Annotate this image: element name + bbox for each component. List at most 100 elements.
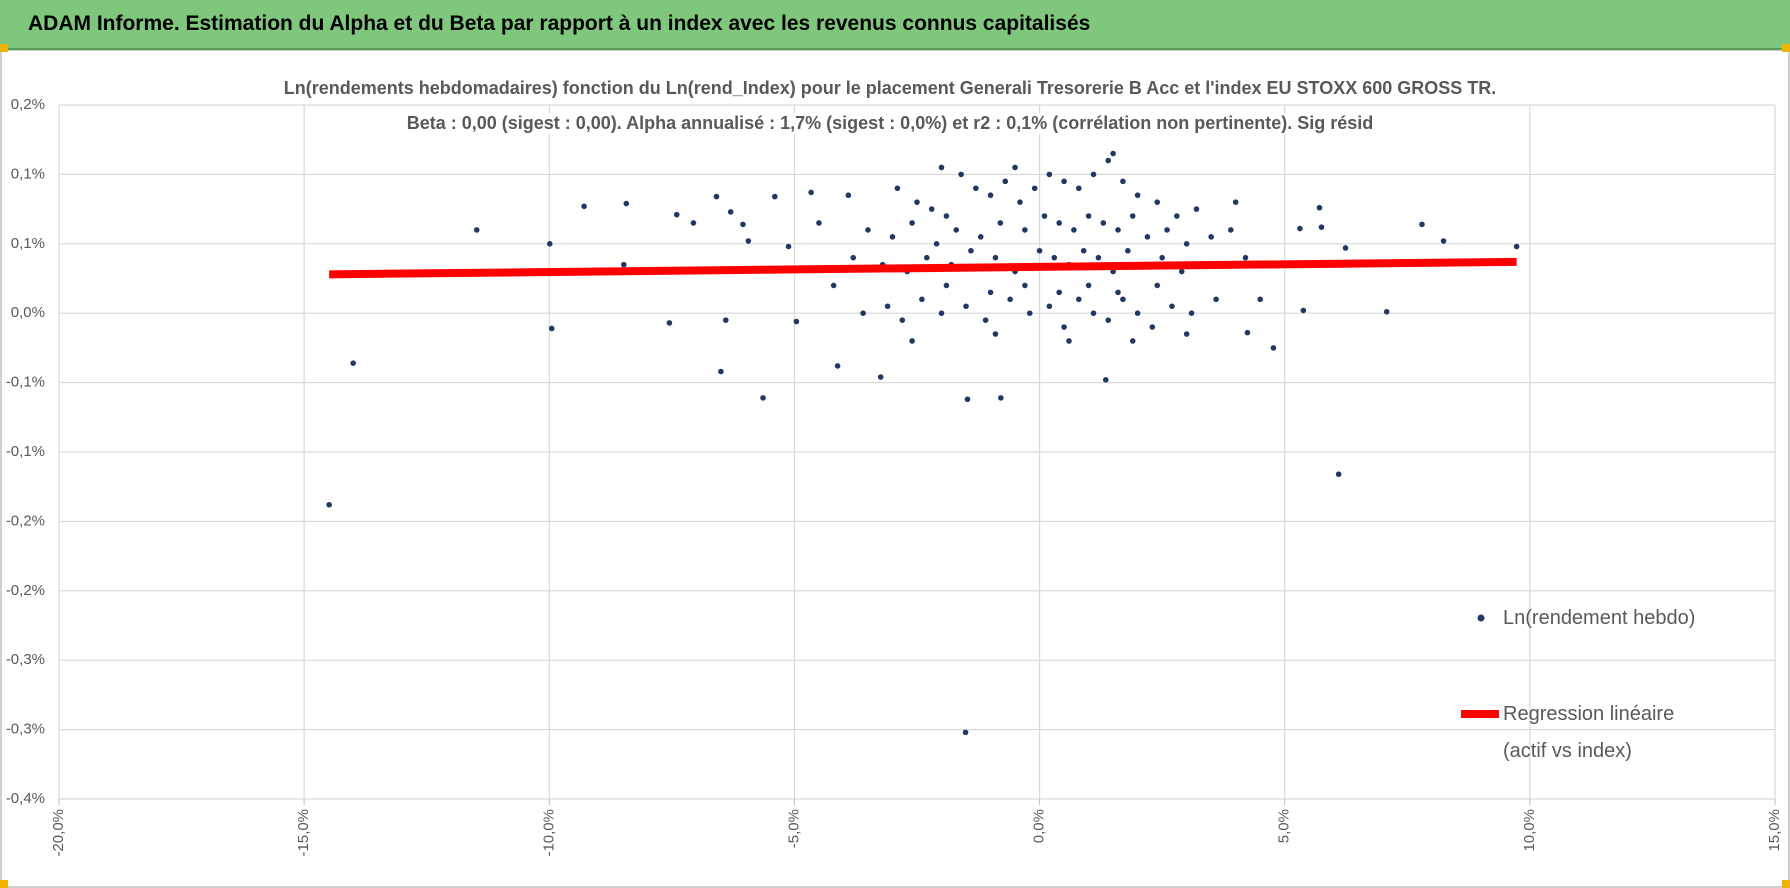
data-point (1383, 309, 1390, 315)
data-point (1244, 329, 1251, 336)
data-point (1105, 317, 1112, 323)
data-point (992, 254, 999, 261)
data-point (963, 303, 969, 310)
data-point (745, 238, 752, 244)
data-point (1242, 254, 1249, 261)
data-point (740, 221, 746, 228)
data-point (1159, 254, 1165, 261)
chart-title: Ln(rendements hebdomadaires) fonction du… (277, 78, 1503, 99)
data-point (760, 395, 766, 401)
data-point (1178, 268, 1185, 275)
data-point (1036, 247, 1043, 254)
data-point (1300, 307, 1307, 314)
data-point (1002, 178, 1009, 185)
data-point (1125, 247, 1131, 254)
data-point (1120, 296, 1126, 303)
data-point (1110, 268, 1116, 275)
chart-subtitle: Beta : 0,00 (sigest : 0,00). Alpha annua… (400, 113, 1380, 134)
data-point (1090, 310, 1097, 317)
data-point (860, 310, 866, 317)
x-tick-label: 5,0% (1276, 809, 1293, 843)
corner (0, 44, 8, 52)
x-tick-label: 10,0% (1521, 809, 1538, 852)
data-point (889, 234, 896, 240)
data-point (1335, 471, 1342, 478)
corner (1782, 44, 1790, 52)
data-point (1169, 303, 1175, 310)
data-point (1257, 296, 1263, 303)
data-point (865, 227, 871, 233)
data-point (1061, 178, 1067, 185)
data-point (673, 211, 680, 218)
data-point (987, 289, 994, 296)
data-point (943, 213, 950, 219)
data-point (1026, 310, 1033, 317)
data-point (1017, 199, 1023, 205)
data-point (713, 193, 720, 200)
data-point (1270, 345, 1277, 351)
data-point (914, 199, 920, 205)
header-title: ADAM Informe. Estimation du Alpha et du … (28, 12, 1091, 35)
data-point (968, 247, 974, 254)
data-point (1066, 338, 1072, 344)
y-tick-label: -0,3% (6, 651, 45, 668)
y-tick-label: 0,1% (11, 235, 45, 252)
data-point (1318, 224, 1325, 230)
data-point (1061, 324, 1067, 330)
data-point (548, 325, 555, 332)
data-point (1012, 164, 1018, 171)
data-point (1075, 185, 1082, 192)
data-point (1022, 282, 1028, 289)
regression-line (329, 257, 1517, 279)
data-point (1419, 221, 1425, 228)
data-point (1115, 289, 1121, 296)
data-point (621, 261, 627, 268)
x-tick-label: -15,0% (295, 809, 312, 857)
data-point (581, 203, 587, 210)
data-point (1149, 324, 1156, 330)
data-point (1041, 213, 1048, 219)
data-point (350, 360, 356, 366)
data-point (1440, 238, 1447, 244)
legend-label: Regression linéaire (actif vs index) (1503, 703, 1675, 762)
data-point (958, 171, 964, 178)
data-point (727, 209, 734, 215)
data-point (718, 368, 724, 375)
data-point (1232, 199, 1239, 205)
data-point (924, 254, 930, 261)
data-point (1183, 331, 1190, 337)
data-point (785, 243, 792, 250)
data-point (894, 185, 901, 192)
x-tick-label: -5,0% (785, 809, 802, 848)
y-tick-label: -0,4% (6, 790, 45, 807)
x-tick-label: -10,0% (540, 809, 557, 857)
data-point (772, 193, 778, 200)
data-point (1134, 192, 1141, 199)
data-point (1154, 282, 1161, 289)
data-point (909, 338, 915, 344)
data-point (1100, 220, 1107, 226)
data-point (943, 282, 950, 289)
data-point (1075, 296, 1082, 303)
data-point (1129, 213, 1136, 219)
y-tick-label: 0,2% (11, 96, 45, 113)
data-point (850, 254, 857, 261)
data-point (546, 241, 553, 247)
data-point (1174, 213, 1180, 219)
data-point (1080, 247, 1087, 254)
data-point (473, 227, 480, 233)
data-point (808, 189, 814, 196)
data-point (1188, 310, 1195, 317)
legend-marker (1477, 614, 1485, 622)
data-point (1144, 234, 1151, 240)
data-point (998, 395, 1004, 401)
data-point (1051, 254, 1058, 261)
data-point (938, 310, 945, 317)
data-point (933, 241, 940, 247)
data-point (1316, 204, 1323, 211)
data-point (845, 192, 852, 199)
data-point (1071, 227, 1077, 233)
data-point (1134, 310, 1141, 317)
data-point (928, 206, 935, 212)
data-point (1056, 289, 1062, 296)
